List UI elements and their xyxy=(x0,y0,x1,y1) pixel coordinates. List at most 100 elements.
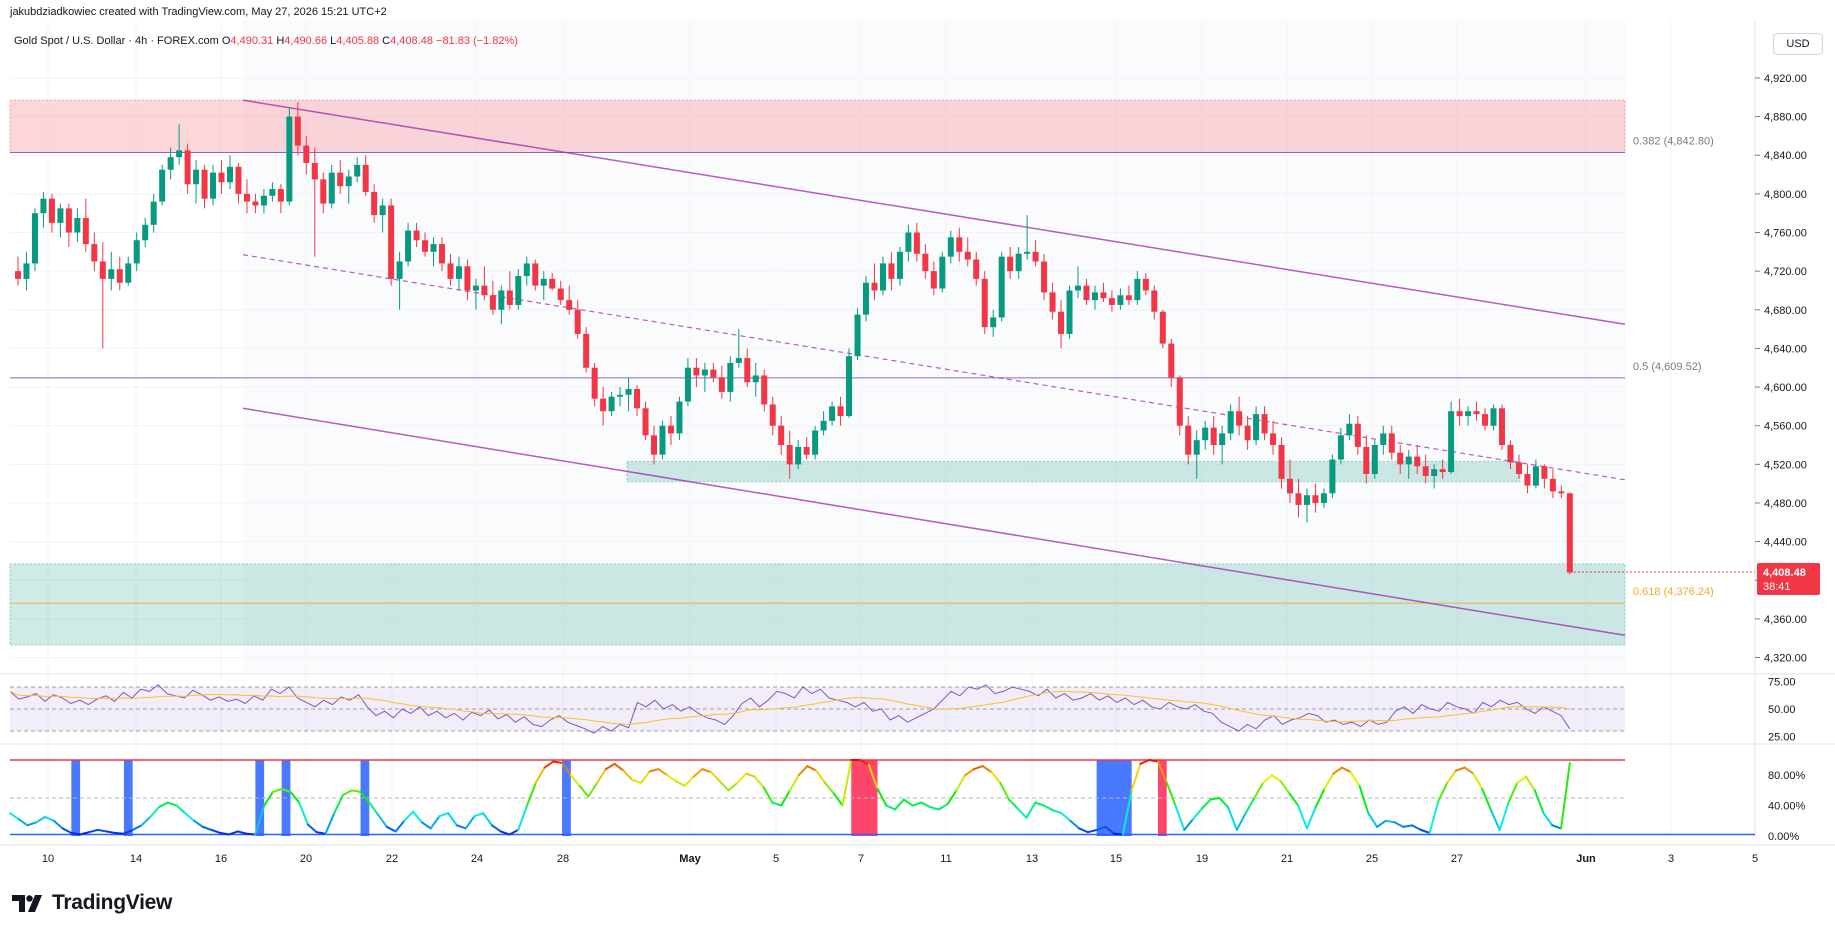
price-tick-label: 4,800.00 xyxy=(1764,189,1807,201)
candle-body xyxy=(515,275,522,305)
candle-body xyxy=(1117,295,1124,305)
candle xyxy=(803,437,810,460)
osc-segment xyxy=(1551,824,1563,830)
candle-body xyxy=(48,198,55,223)
osc-segment xyxy=(1516,775,1528,784)
candle xyxy=(973,251,980,286)
candle xyxy=(761,369,768,412)
osc-segment xyxy=(718,780,730,792)
candle xyxy=(905,224,912,262)
oscillator-pane: 80.00% 40.00% 0.00% xyxy=(9,759,1806,843)
candle xyxy=(1303,488,1310,523)
osc-segment xyxy=(175,804,187,815)
osc-segment xyxy=(271,787,283,793)
osc-segment xyxy=(1209,797,1221,801)
osc-segment xyxy=(683,775,695,787)
osc-segment xyxy=(447,812,458,827)
osc-segment xyxy=(1253,781,1265,799)
candle xyxy=(108,251,115,291)
osc-segment xyxy=(359,790,371,804)
candle-body xyxy=(218,172,225,183)
candle-body xyxy=(481,285,488,296)
candle-body xyxy=(150,201,157,225)
candle xyxy=(1193,430,1200,479)
osc-segment xyxy=(368,801,380,816)
osc-segment xyxy=(797,765,809,777)
candle xyxy=(260,189,267,214)
candle-body xyxy=(1371,445,1378,474)
candle xyxy=(133,232,140,272)
currency-button[interactable]: USD xyxy=(1773,33,1823,55)
candle xyxy=(489,280,496,315)
candle-body xyxy=(1049,292,1056,312)
candle-body xyxy=(1219,433,1226,446)
candle-body xyxy=(472,285,479,291)
zone-support xyxy=(9,563,1626,646)
candle xyxy=(863,275,869,322)
candle-body xyxy=(735,358,742,363)
candle-body xyxy=(871,282,878,291)
candle xyxy=(523,256,530,286)
candle xyxy=(320,172,327,214)
osc-segment xyxy=(79,831,90,836)
candle xyxy=(540,271,547,301)
candle-body xyxy=(1287,478,1293,494)
osc-segment xyxy=(324,812,336,835)
candle xyxy=(1083,278,1090,305)
candle-body xyxy=(930,271,937,289)
candle-body xyxy=(405,230,412,262)
candle xyxy=(608,391,615,417)
candle-body xyxy=(1515,462,1522,474)
candle-body xyxy=(1414,456,1421,467)
change-value: −81.83 (−1.82%) xyxy=(436,35,518,47)
osc-segment xyxy=(26,821,38,827)
osc-segment xyxy=(87,828,99,834)
rsi-tick-label: 50.00 xyxy=(1768,704,1796,716)
candle xyxy=(1405,449,1412,479)
osc-segment xyxy=(753,775,765,789)
candle-body xyxy=(1346,423,1353,436)
candle xyxy=(286,106,293,206)
osc-segment xyxy=(1314,787,1326,809)
candle xyxy=(1465,406,1472,426)
osc-segment xyxy=(1349,771,1361,787)
osc-segment xyxy=(44,816,55,822)
candle-body xyxy=(642,408,649,436)
candle xyxy=(718,365,725,399)
osc-segment xyxy=(946,789,958,806)
candle-body xyxy=(294,116,301,146)
candle-body xyxy=(549,278,556,289)
candle-body xyxy=(1100,292,1107,299)
candle-body xyxy=(1142,278,1149,291)
candle xyxy=(447,253,454,286)
candle xyxy=(1448,401,1455,474)
candle xyxy=(651,425,657,465)
candle-body xyxy=(57,208,64,223)
osc-segment xyxy=(613,762,625,772)
candle-body xyxy=(1397,452,1404,465)
candle-body xyxy=(1007,256,1014,272)
tradingview-logo[interactable]: TradingView xyxy=(12,891,172,915)
osc-segment xyxy=(228,830,239,836)
candle xyxy=(184,143,191,194)
candle-body xyxy=(337,172,344,187)
osc-segment xyxy=(701,768,713,774)
candle-body xyxy=(99,261,106,279)
osc-segment xyxy=(315,831,327,835)
candle-body xyxy=(1431,469,1438,476)
symbol-title[interactable]: Gold Spot / U.S. Dollar · 4h · FOREX.com xyxy=(14,35,219,47)
fib-background xyxy=(243,20,1626,672)
osc-segment xyxy=(1297,804,1308,830)
osc-segment xyxy=(1235,812,1247,831)
osc-segment xyxy=(412,810,423,824)
candle xyxy=(1558,485,1565,499)
osc-segment xyxy=(1069,819,1081,830)
candle xyxy=(1219,425,1226,465)
candle-body xyxy=(142,224,149,241)
candle xyxy=(1151,285,1158,320)
candle-body xyxy=(1066,290,1073,334)
osc-segment xyxy=(1270,774,1282,783)
last-price-tag: 4,408.48 38:41 xyxy=(1757,563,1820,596)
